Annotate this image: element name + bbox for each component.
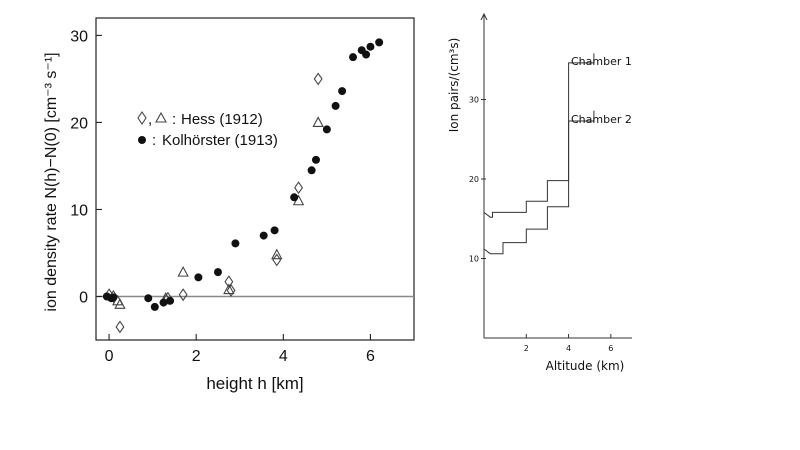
left-y-ticks: 0 10 20 30	[70, 28, 102, 306]
kolhorster-point	[311, 155, 320, 164]
hess-triangle-point	[177, 265, 189, 277]
right-y-axis-arrow	[480, 12, 488, 21]
hess-triangle-point	[114, 298, 126, 309]
left-x-tick-label: 0	[105, 348, 114, 365]
left-x-tick-label: 2	[192, 348, 201, 365]
legend: , : Hess (1912) : Kolhörster (1913)	[137, 111, 278, 149]
hess-diamond-point	[115, 320, 125, 334]
hess-diamond-point	[272, 253, 282, 267]
kolhorster-point	[144, 294, 153, 303]
legend-colon-kolhorster: :	[152, 132, 156, 149]
left-y-tick-label: 20	[70, 115, 88, 132]
right-x-tick-label: 2	[524, 344, 529, 353]
right-y-tick-label: 30	[469, 96, 479, 105]
kolhorster-point	[159, 298, 168, 307]
kolhorster-point	[338, 87, 347, 96]
right-y-tick-label: 10	[469, 255, 479, 264]
kolhorster-point	[231, 239, 240, 248]
left-x-axis-label: height h [km]	[206, 374, 303, 393]
kolhorster-point	[194, 273, 203, 282]
kolhorster-point	[362, 50, 371, 59]
kolhorster-point	[150, 302, 159, 311]
right-chart: 2 4 6 10 20 30 Altitude (km) Ion pairs/(cm³s…	[447, 12, 632, 373]
hess-diamond-point	[178, 288, 188, 302]
chamber-2-annotation: Chamber 2	[571, 113, 632, 126]
kolhorster-point	[166, 296, 175, 305]
kolhorster-point	[366, 42, 375, 51]
chamber-2-line	[483, 110, 595, 255]
right-x-axis-label: Altitude (km)	[546, 359, 625, 373]
kolhorster-point	[213, 268, 222, 277]
hess-diamond-point	[313, 72, 323, 86]
left-chart: 0 2 4 6 0 10 20 30 height h [km] ion density r…	[43, 17, 415, 393]
left-y-tick-label: 10	[70, 202, 88, 219]
legend-triangle-marker	[155, 111, 167, 123]
left-x-tick-label: 4	[279, 348, 288, 365]
right-x-tick-label: 6	[608, 344, 613, 353]
chamber-1-line	[483, 53, 595, 218]
hess-triangle-point	[271, 248, 283, 260]
hess-diamond-point	[226, 283, 236, 297]
right-y-axis-label: Ion pairs/(cm³s)	[447, 38, 461, 133]
kolhorster-point	[322, 125, 331, 134]
right-y-ticks: 10 20 30	[469, 96, 486, 264]
left-y-tick-label: 30	[70, 28, 88, 45]
legend-colon-hess: :	[172, 111, 176, 128]
left-y-tick-label: 0	[79, 289, 88, 306]
kolhorster-point	[307, 166, 316, 175]
right-x-ticks: 2 4 6	[524, 334, 613, 353]
left-x-tick-label: 6	[366, 348, 375, 365]
kolhorster-point	[331, 101, 340, 110]
legend-kolhorster-label: Kolhörster (1913)	[162, 132, 278, 149]
right-x-tick-label: 4	[566, 344, 571, 353]
kolhorster-point	[375, 38, 384, 47]
left-plot-frame	[95, 17, 415, 341]
kolhorster-point	[259, 231, 268, 240]
left-points	[102, 38, 384, 334]
legend-hess-label: Hess (1912)	[181, 111, 263, 128]
hess-diamond-point	[294, 181, 304, 195]
kolhorster-point	[349, 53, 358, 62]
hess-triangle-point	[312, 116, 324, 127]
hess-triangle-point	[223, 283, 235, 295]
kolhorster-point	[270, 226, 279, 235]
legend-diamond-marker	[137, 111, 147, 125]
kolhorster-point	[290, 193, 299, 202]
left-y-axis-label: ion density rate N(h)−N(0) [cm⁻³ s⁻¹]	[43, 52, 60, 311]
left-x-ticks: 0 2 4 6	[105, 334, 375, 365]
legend-separator: ,	[148, 111, 152, 128]
right-series-lines	[483, 53, 595, 255]
kolhorster-point	[109, 293, 118, 302]
chamber-1-annotation: Chamber 1	[571, 55, 632, 68]
right-y-tick-label: 20	[469, 175, 479, 184]
legend-circle-marker	[138, 136, 146, 144]
